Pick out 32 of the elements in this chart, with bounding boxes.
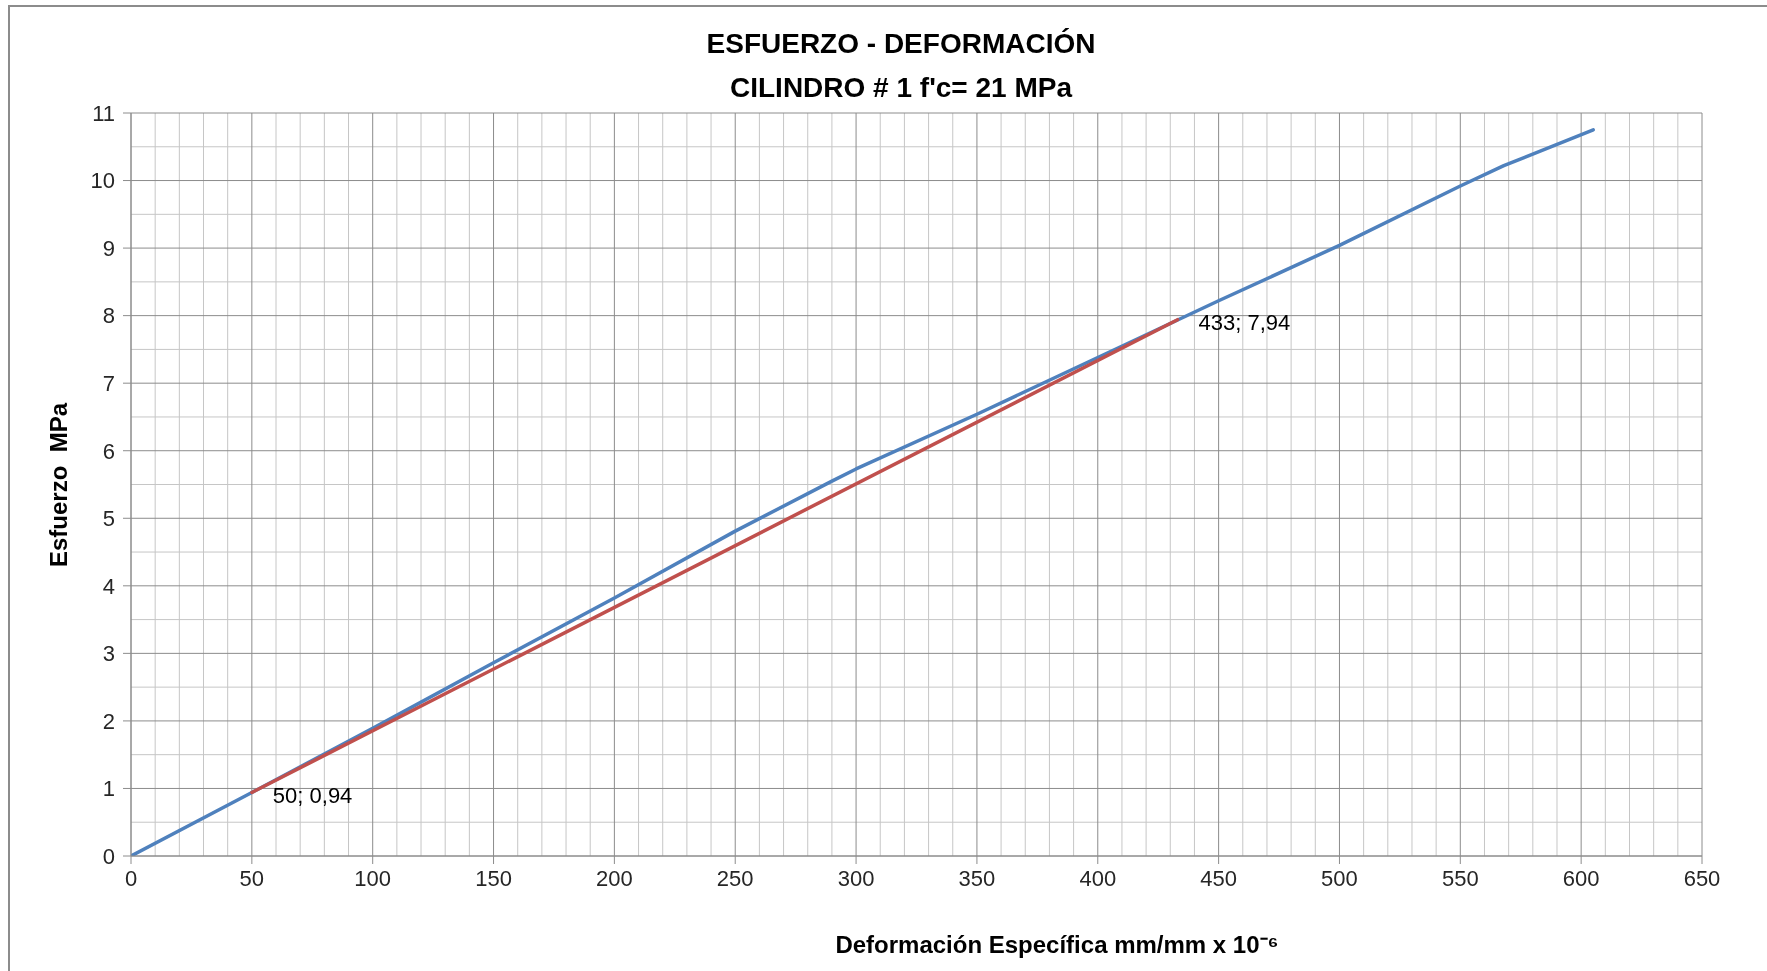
y-tick-label: 3 [102,641,115,667]
y-tick-label: 8 [102,303,115,329]
x-tick-label: 250 [716,865,754,891]
chart-title: ESFUERZO - DEFORMACIÓN [706,27,1096,59]
x-tick-label: 500 [1321,865,1358,891]
y-tick-label: 1 [102,776,115,802]
x-tick-label: 100 [354,865,392,891]
x-tick-label: 300 [837,865,875,891]
y-tick-label: 5 [102,506,115,532]
annotation: 50; 0,94 [272,782,353,808]
x-tick-label: 0 [124,865,138,891]
x-tick-label: 50 [239,865,265,891]
x-tick-label: 600 [1562,865,1600,891]
y-tick-label: 6 [102,438,115,464]
x-axis-title: Deformación Específica mm/mm x 10⁻⁶ [835,930,1279,958]
x-tick-label: 150 [475,865,512,891]
y-tick-label: 11 [92,100,115,126]
y-tick-label: 4 [102,573,115,599]
x-tick-label: 450 [1200,865,1237,891]
x-tick-label: 550 [1441,865,1479,891]
x-tick-label: 400 [1079,865,1117,891]
y-tick-label: 9 [102,235,115,261]
chart-subtitle: CILINDRO # 1 f'c= 21 MPa [730,71,1073,103]
x-tick-label: 650 [1683,865,1721,891]
y-tick-label: 0 [102,843,115,869]
y-tick-label: 10 [90,168,115,194]
y-tick-label: 7 [102,370,115,396]
annotation: 433; 7,94 [1198,309,1291,335]
x-tick-label: 200 [596,865,633,891]
x-tick-label: 350 [958,865,996,891]
y-tick-label: 2 [102,708,115,734]
y-axis-title: Esfuerzo MPa [44,402,72,568]
